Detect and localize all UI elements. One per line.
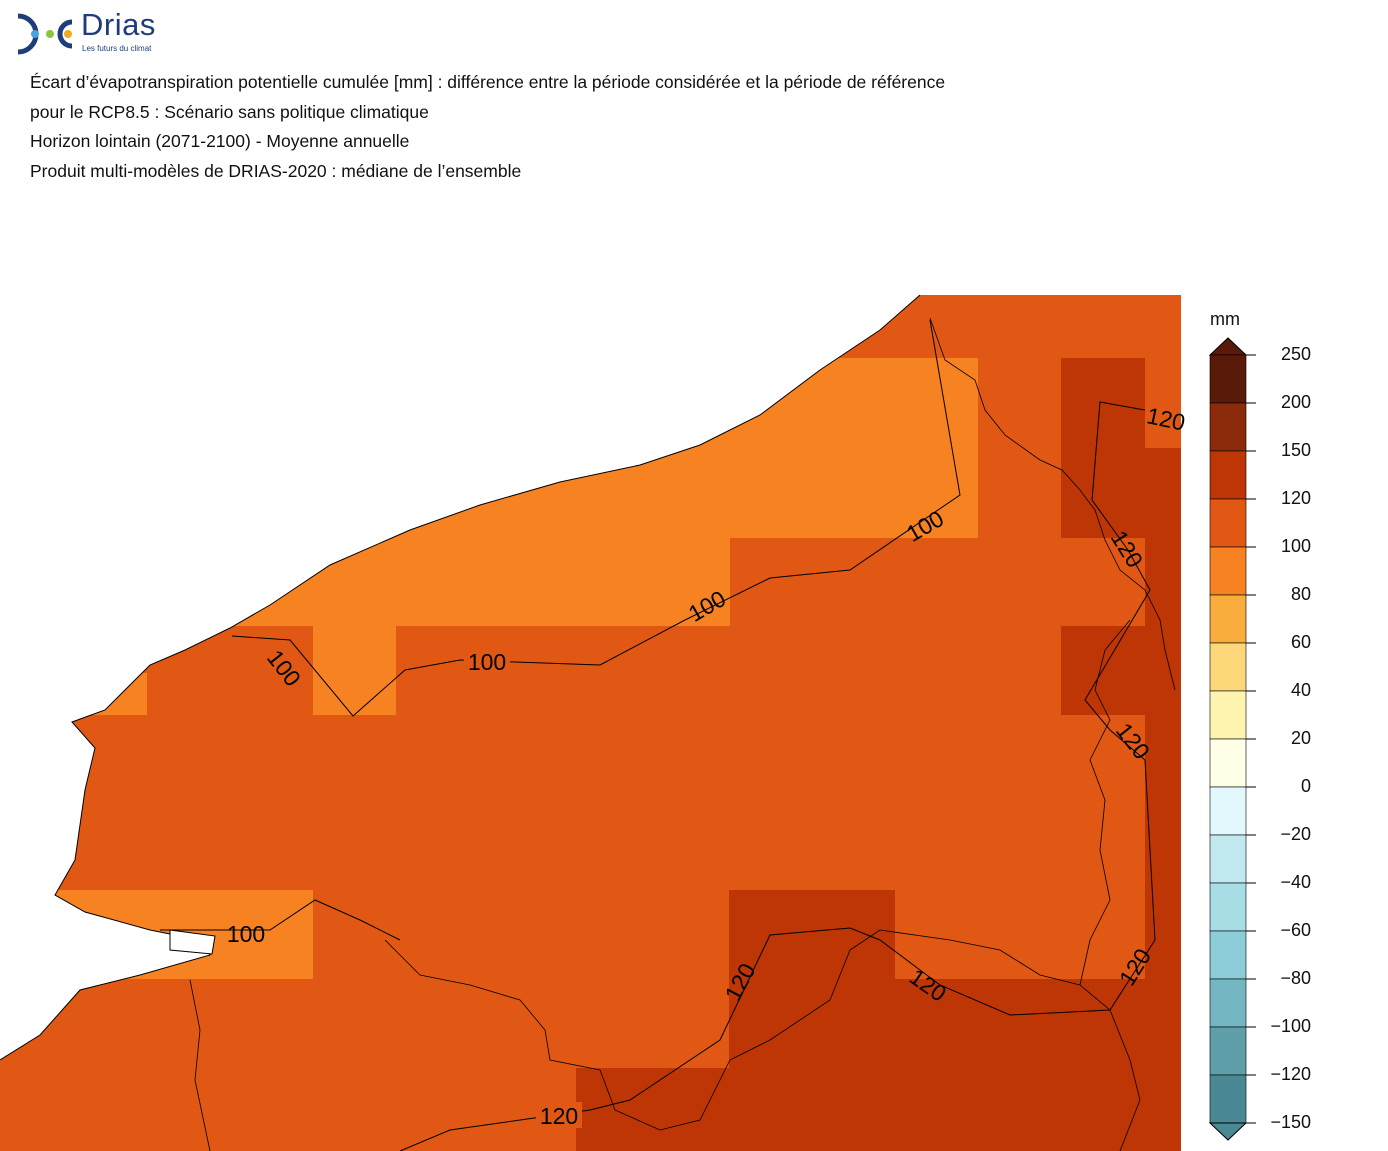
legend-tick-label: 20 xyxy=(1290,728,1311,748)
legend-tick-label: −120 xyxy=(1270,1064,1311,1084)
legend-swatch xyxy=(1209,690,1247,740)
legend-tick-label: −60 xyxy=(1280,920,1311,940)
contour-label-bg xyxy=(536,1102,582,1128)
contour-120 xyxy=(399,401,1156,1151)
boundary xyxy=(929,317,1176,691)
legend-swatch xyxy=(1209,450,1247,500)
legend-tick-label: 120 xyxy=(1280,488,1311,508)
anomaly-grid xyxy=(0,295,1181,1151)
boundaries xyxy=(189,317,1176,1151)
legend-swatch xyxy=(1209,1074,1247,1124)
grid-cell-120-150 xyxy=(576,1068,1181,1151)
map-title-line-4: Produit multi-modèles de DRIAS-2020 : mé… xyxy=(30,161,522,181)
legend-tick-label: −80 xyxy=(1280,968,1311,988)
map-title-line-1: Écart d’évapotranspiration potentielle c… xyxy=(30,72,946,92)
grid-cell-120-150 xyxy=(729,890,895,1068)
legend-tick-label: 100 xyxy=(1280,536,1311,556)
legend-swatch xyxy=(1209,498,1247,548)
legend-swatch xyxy=(1209,738,1247,788)
legend-swatch xyxy=(1209,786,1247,836)
logo-tagline: Les futurs du climat xyxy=(82,44,152,53)
map-title-line-3: Horizon lointain (2071-2100) - Moyenne a… xyxy=(30,131,410,151)
legend-tick-label: 60 xyxy=(1290,632,1311,652)
logo-name: Drias xyxy=(81,7,156,42)
legend-unit: mm xyxy=(1210,309,1240,329)
legend-tick-label: −150 xyxy=(1270,1112,1311,1132)
boundary xyxy=(1079,619,1141,1151)
legend-arrow-bottom xyxy=(1208,1122,1248,1141)
grid-cell-80-100 xyxy=(313,626,396,715)
contour-label-group: 100 100 100 100 100 120 120 120 120 120 … xyxy=(227,402,1188,1129)
legend-colorbar xyxy=(1208,337,1256,1141)
grid-cell-80-100 xyxy=(230,358,978,538)
legend-tick-label: 150 xyxy=(1280,440,1311,460)
contour-label: 100 xyxy=(227,921,265,947)
contour-100 xyxy=(160,899,401,941)
grid-cell-120-150 xyxy=(1061,358,1145,538)
legend-swatch xyxy=(1209,402,1247,452)
legend-tick-label: −20 xyxy=(1280,824,1311,844)
contour-label: 100 xyxy=(468,649,506,675)
legend-swatch xyxy=(1209,594,1247,644)
contour-label: 120 xyxy=(540,1103,578,1129)
drias-logo xyxy=(10,8,180,60)
legend-tick-label: 250 xyxy=(1280,344,1311,364)
contour-100 xyxy=(231,319,961,717)
boundary xyxy=(384,929,1081,1131)
legend-tick-label: −40 xyxy=(1280,872,1311,892)
legend-tick-label: −100 xyxy=(1270,1016,1311,1036)
legend-tick-label: 80 xyxy=(1290,584,1311,604)
legend-arrow-top xyxy=(1208,337,1248,356)
legend-swatch xyxy=(1209,978,1247,1028)
legend-swatch xyxy=(1209,546,1247,596)
legend-swatch xyxy=(1209,882,1247,932)
legend-tick-label: 200 xyxy=(1280,392,1311,412)
legend-swatch xyxy=(1209,1026,1247,1076)
map-title-line-2: pour le RCP8.5 : Scénario sans politique… xyxy=(30,102,429,122)
drias-logo-icon xyxy=(17,13,73,55)
contour-lines xyxy=(160,319,1156,1151)
boundary xyxy=(189,979,211,1151)
grid-cell-80-100 xyxy=(60,673,147,715)
legend-swatch xyxy=(1209,834,1247,884)
legend-swatch xyxy=(1209,642,1247,692)
legend-tick-label: 40 xyxy=(1290,680,1311,700)
legend-swatch xyxy=(1209,930,1247,980)
legend-swatch xyxy=(1209,354,1247,404)
legend-tick-label: 0 xyxy=(1300,776,1311,796)
contour-label-bg xyxy=(464,648,510,674)
seine-estuary xyxy=(169,929,216,955)
